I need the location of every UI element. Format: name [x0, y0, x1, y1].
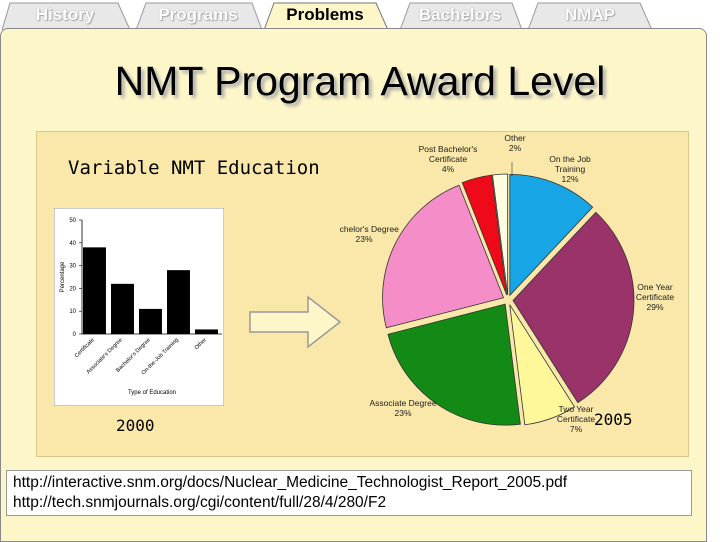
bar-y-axis-label: Percentage — [60, 261, 66, 292]
bar-y-tick-label: 30 — [69, 264, 76, 270]
pie-slice — [509, 173, 594, 297]
bar — [195, 329, 218, 334]
source-links: http://interactive.snm.org/docs/Nuclear_… — [6, 470, 692, 516]
pie-slice-label: On the Job Training 12% — [549, 154, 591, 184]
pie-slice-label: One Year Certificate 29% — [636, 282, 675, 312]
bar-y-tick-label: 20 — [69, 286, 76, 292]
bar-chart-background — [54, 208, 224, 406]
year-label-2000: 2000 — [116, 416, 155, 435]
tab-programs[interactable]: Programs — [158, 5, 238, 24]
tab-shape-bachelors — [399, 2, 523, 31]
bar-y-tick-label: 50 — [69, 218, 76, 224]
source-link-1[interactable]: http://interactive.snm.org/docs/Nuclear_… — [13, 474, 568, 491]
tab-history[interactable]: History — [35, 5, 95, 24]
bar-x-axis-label: Type of Education — [128, 390, 176, 396]
pie-slice — [509, 304, 576, 426]
bar — [111, 283, 134, 334]
tab-shape-history — [1, 2, 131, 31]
tab-bachelors[interactable]: Bachelors — [418, 5, 502, 24]
tab-shapes — [1, 2, 653, 31]
tab-shape-nmap — [527, 2, 653, 31]
pie-slice — [512, 211, 635, 404]
bar — [167, 270, 190, 334]
chart-subtitle: Variable NMT Education — [68, 157, 320, 179]
tab-nmap[interactable]: NMAP — [564, 5, 616, 24]
tab-bar: History Programs Problems Bachelors NMAP — [0, 0, 720, 34]
pie-slice-label: Two Year Certificate 7% — [557, 404, 596, 434]
bar — [139, 308, 162, 334]
year-label-2005: 2005 — [594, 410, 633, 429]
bar-y-tick-label: 10 — [69, 309, 76, 315]
pie-chart-2005: On the Job Training 12% One Year Certificate… — [340, 133, 675, 434]
pie-slice-label: Other 2% — [504, 133, 525, 153]
bar-y-tick-label: 40 — [69, 241, 76, 247]
pie-slice-label: Associate Degree 23% — [369, 398, 436, 418]
pie-slice — [387, 303, 521, 426]
source-link-2[interactable]: http://tech.snmjournals.org/cgi/content/… — [13, 494, 387, 511]
bar-chart-2000: 01020304050PercentageCertificateAssociat… — [54, 208, 224, 406]
tab-problems[interactable]: Problems — [286, 5, 364, 24]
tab-shape-problems — [263, 2, 389, 31]
pie-slice-label: Post Bachelor's Certificate 4% — [419, 144, 478, 174]
tab-shape-programs — [135, 2, 263, 31]
pie-slice — [382, 184, 505, 329]
arrow-icon — [249, 295, 342, 349]
bar — [83, 247, 106, 334]
bar-y-tick-label: 0 — [73, 332, 77, 338]
slide-title: NMT Program Award Level — [114, 58, 606, 104]
pie-slice — [492, 173, 509, 296]
pie-slice — [461, 174, 508, 296]
